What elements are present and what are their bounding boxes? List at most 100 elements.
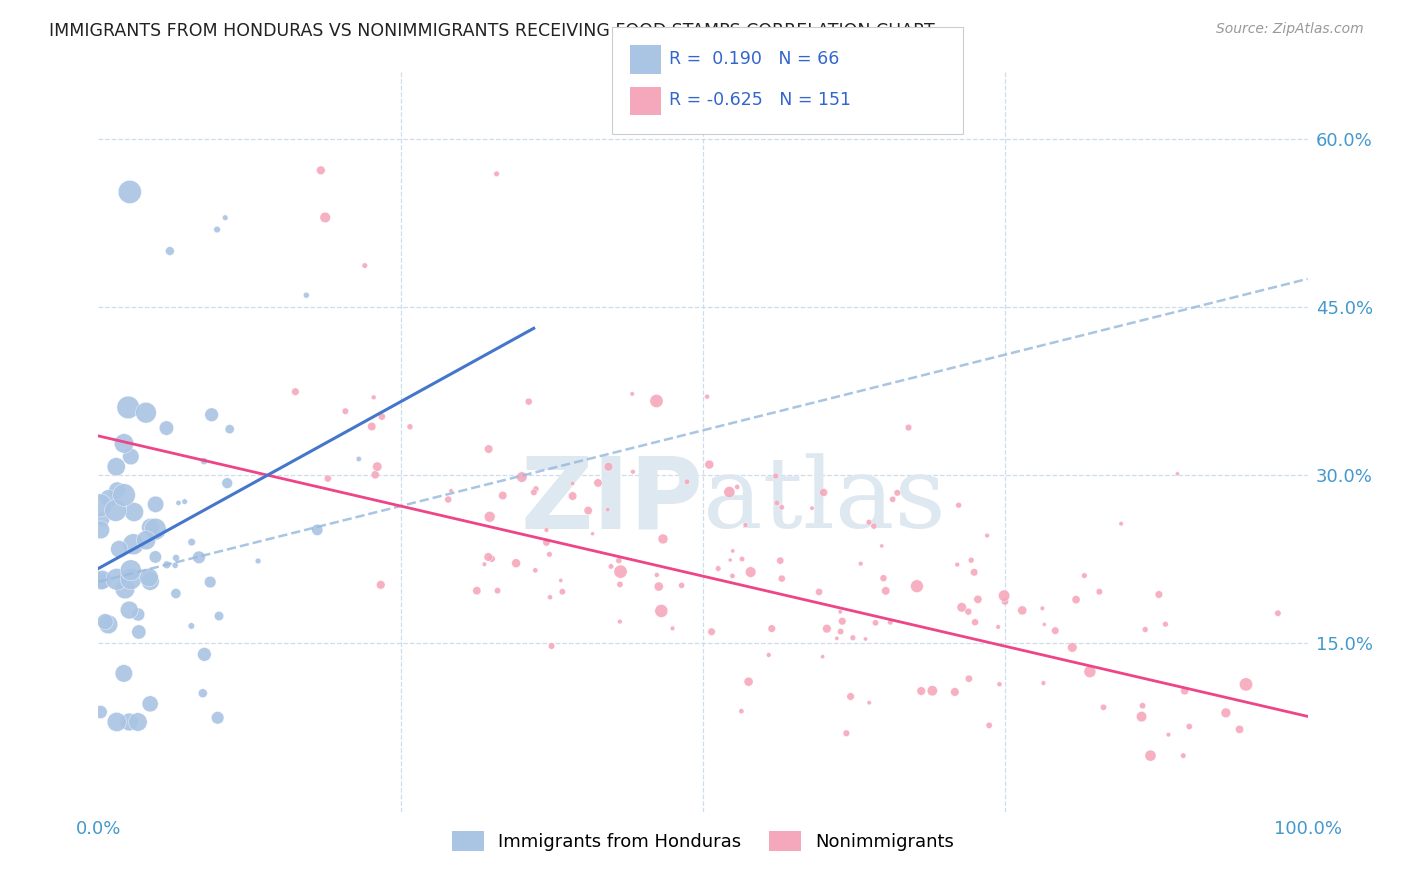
Point bbox=[1178, 719, 1201, 733]
Point bbox=[707, 561, 730, 575]
Point bbox=[1173, 748, 1195, 763]
Point bbox=[112, 436, 135, 450]
Point bbox=[517, 394, 540, 409]
Point bbox=[1088, 584, 1111, 599]
Point bbox=[143, 522, 166, 536]
Point bbox=[89, 499, 111, 513]
Point bbox=[645, 568, 668, 582]
Point bbox=[561, 489, 583, 503]
Point bbox=[208, 609, 231, 624]
Point bbox=[725, 480, 748, 494]
Point bbox=[155, 421, 177, 435]
Point bbox=[114, 582, 136, 596]
Point bbox=[437, 492, 460, 507]
Point bbox=[1033, 617, 1056, 632]
Point bbox=[905, 579, 928, 593]
Point bbox=[855, 632, 877, 646]
Point bbox=[831, 614, 853, 628]
Point bbox=[173, 494, 195, 508]
Point bbox=[863, 519, 886, 533]
Point bbox=[858, 516, 880, 530]
Point bbox=[910, 684, 932, 698]
Point bbox=[135, 533, 157, 548]
Point bbox=[979, 718, 1001, 732]
Point bbox=[371, 409, 394, 424]
Point bbox=[91, 573, 114, 587]
Point bbox=[586, 475, 609, 490]
Point bbox=[104, 503, 127, 517]
Point bbox=[770, 500, 793, 515]
Point bbox=[167, 496, 190, 510]
Point bbox=[1130, 709, 1153, 723]
Point bbox=[122, 537, 145, 551]
Point bbox=[90, 705, 112, 719]
Point bbox=[550, 574, 572, 588]
Point bbox=[835, 726, 858, 740]
Point bbox=[1132, 698, 1154, 713]
Point bbox=[1229, 723, 1251, 737]
Point bbox=[648, 580, 671, 594]
Point bbox=[97, 491, 120, 506]
Point bbox=[90, 523, 112, 537]
Point bbox=[122, 505, 145, 519]
Point bbox=[825, 632, 848, 646]
Point bbox=[801, 501, 824, 516]
Point bbox=[139, 697, 162, 711]
Point bbox=[718, 485, 741, 500]
Point bbox=[492, 489, 515, 503]
Point bbox=[478, 509, 501, 524]
Point bbox=[943, 685, 966, 699]
Point bbox=[858, 696, 880, 710]
Point bbox=[661, 621, 683, 635]
Point bbox=[1174, 684, 1197, 698]
Point bbox=[957, 605, 980, 619]
Point bbox=[1234, 677, 1257, 691]
Point bbox=[1166, 467, 1188, 481]
Point bbox=[839, 690, 862, 704]
Point bbox=[477, 549, 499, 564]
Point bbox=[1215, 706, 1237, 720]
Point bbox=[921, 683, 943, 698]
Point bbox=[988, 677, 1011, 691]
Point bbox=[370, 578, 392, 592]
Point bbox=[120, 572, 142, 586]
Point bbox=[188, 550, 211, 565]
Point bbox=[948, 498, 970, 512]
Point bbox=[551, 584, 574, 599]
Point bbox=[676, 475, 699, 489]
Point bbox=[309, 163, 332, 178]
Text: ZIP: ZIP bbox=[520, 452, 703, 549]
Point bbox=[353, 259, 375, 273]
Point bbox=[364, 467, 387, 482]
Point bbox=[538, 591, 561, 605]
Point bbox=[1064, 592, 1087, 607]
Point bbox=[117, 401, 139, 415]
Point bbox=[363, 390, 385, 404]
Point bbox=[536, 523, 558, 537]
Point bbox=[366, 459, 388, 474]
Point bbox=[598, 459, 620, 474]
Point bbox=[135, 406, 157, 420]
Point bbox=[652, 532, 675, 546]
Point bbox=[193, 454, 215, 468]
Point bbox=[314, 211, 336, 225]
Point bbox=[1109, 516, 1132, 531]
Point bbox=[1139, 748, 1161, 763]
Point bbox=[609, 577, 631, 591]
Point bbox=[536, 535, 558, 549]
Point bbox=[811, 649, 834, 664]
Point bbox=[1157, 728, 1180, 742]
Point bbox=[1133, 623, 1156, 637]
Point bbox=[307, 523, 329, 537]
Point bbox=[159, 244, 181, 258]
Text: atlas: atlas bbox=[703, 453, 946, 549]
Point bbox=[721, 569, 744, 583]
Point bbox=[156, 558, 179, 572]
Point bbox=[882, 492, 904, 507]
Point bbox=[465, 583, 488, 598]
Point bbox=[609, 615, 631, 629]
Point bbox=[1045, 624, 1067, 638]
Point bbox=[609, 565, 631, 579]
Point bbox=[540, 639, 562, 653]
Text: IMMIGRANTS FROM HONDURAS VS NONIMMIGRANTS RECEIVING FOOD STAMPS CORRELATION CHAR: IMMIGRANTS FROM HONDURAS VS NONIMMIGRANT… bbox=[49, 22, 935, 40]
